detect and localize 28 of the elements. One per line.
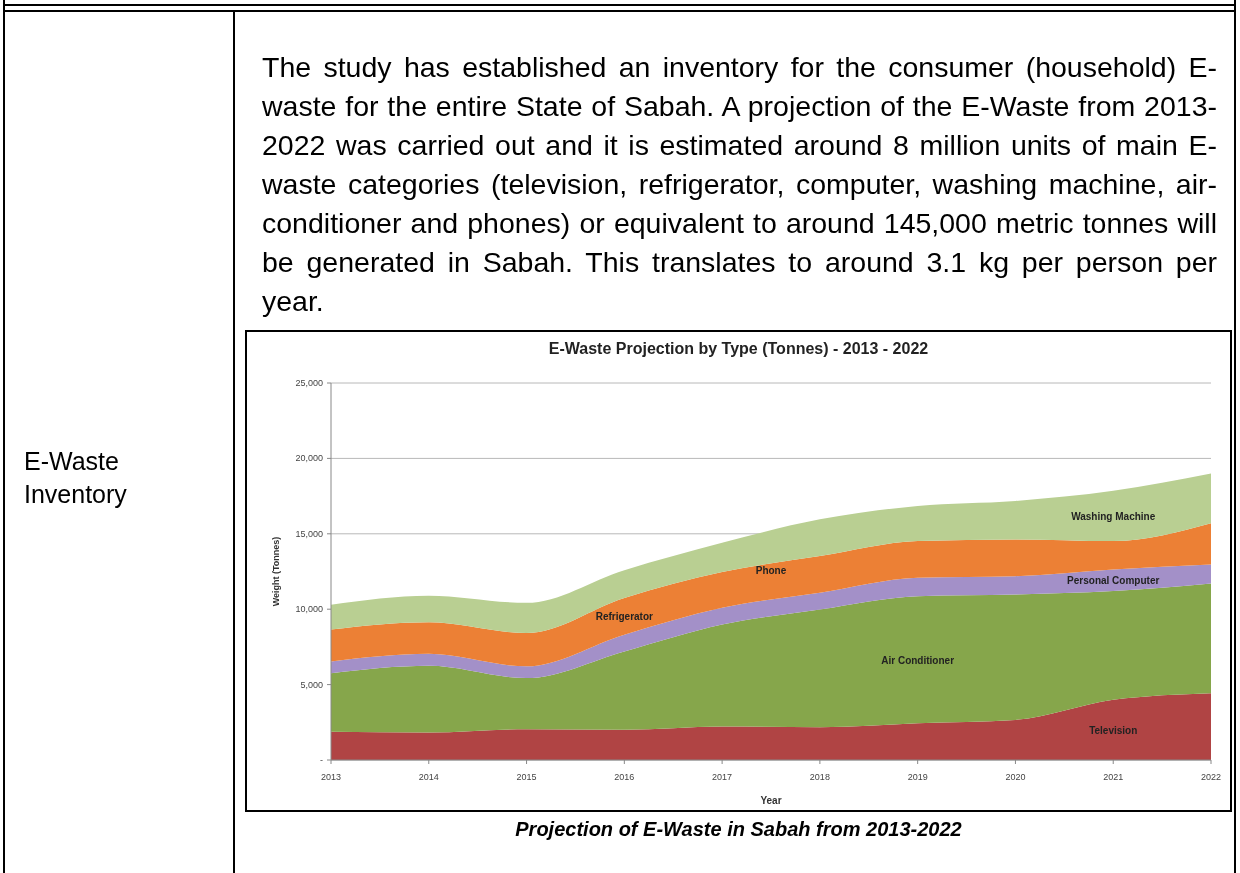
- x-tick-label: 2022: [1200, 772, 1222, 782]
- series-label: Washing Machine: [1071, 510, 1156, 522]
- y-tick-label: 20,000: [295, 453, 323, 464]
- x-tick-label: 2013: [320, 772, 342, 782]
- annotation: Phone: [755, 565, 787, 577]
- x-tick-label: 2014: [418, 772, 439, 782]
- x-tick-label: 2018: [809, 772, 830, 782]
- y-tick-label: 25,000: [295, 378, 323, 388]
- x-tick-label: 2017: [712, 772, 733, 782]
- y-tick-label: -: [320, 755, 323, 765]
- x-axis-title: Year: [760, 795, 782, 806]
- y-axis-title: Weight (Tonnes): [271, 536, 281, 607]
- text: E-Waste Inventory: [24, 446, 128, 510]
- y-tick-label: 15,000: [295, 528, 323, 539]
- x-tick-label: 2015: [516, 772, 537, 782]
- series-label: Refrigerator: [595, 611, 654, 623]
- series-label: Air Conditioner: [881, 654, 955, 666]
- text: The study has established an inventory for the consumer (household) E-waste for the entire State of Sabah. A projection of the E-Waste from 2013-2022 was carried out and it is estimated around 8 million units of main E-waste categories (television, refrigerator, computer, washing machine, air-conditioner and phones) or equivalent to around 145,000 metric tonnes will be generated in Sabah. This translates to around 3.1 kg per person per year.: [262, 50, 1217, 319]
- y-tick-label: 10,000: [295, 604, 323, 615]
- y-tick-label: 5,000: [300, 679, 323, 690]
- text: Projection of E-Waste in Sabah from 2013-2022: [514, 818, 963, 841]
- chart-title: E-Waste Projection by Type (Tonnes) - 2013 - 2022: [548, 340, 929, 357]
- series-label: Television: [1089, 724, 1138, 736]
- x-tick-label: 2016: [614, 772, 635, 782]
- x-tick-label: 2021: [1103, 772, 1124, 782]
- x-tick-label: 2019: [907, 772, 928, 782]
- x-tick-label: 2020: [1005, 772, 1026, 782]
- series-label: Personal Computer: [1067, 575, 1160, 587]
